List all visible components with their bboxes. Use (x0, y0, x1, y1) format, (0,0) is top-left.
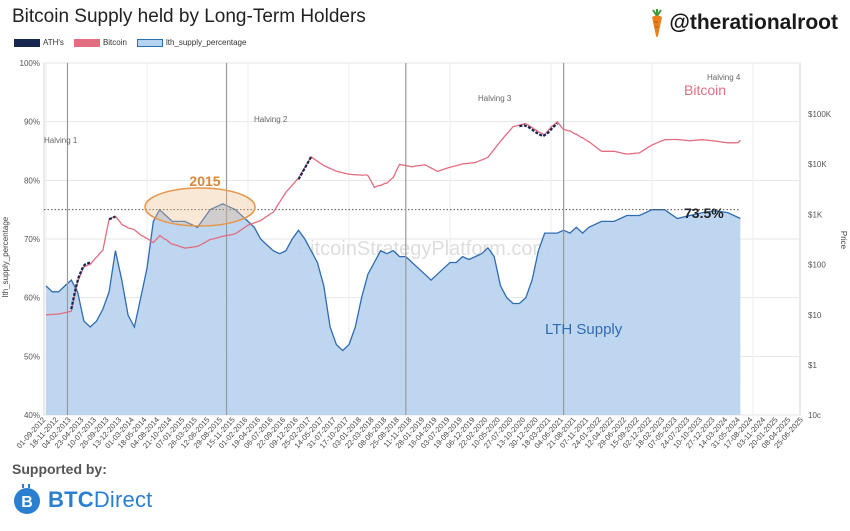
halving-label: Halving 2 (254, 115, 288, 124)
legend-label-bitcoin: Bitcoin (102, 38, 127, 47)
sponsor-logo[interactable]: B BTCDirect (12, 484, 152, 516)
legend: ATH's Bitcoin lth_supply_percentage (14, 38, 246, 47)
svg-text:B: B (21, 494, 33, 511)
halving-label: Halving 4 (707, 73, 741, 82)
y-tick-label: 40% (24, 411, 40, 420)
ath-series (70, 122, 559, 310)
sponsor-name: BTCDirect (48, 487, 152, 513)
area-label: LTH Supply (545, 321, 623, 338)
legend-item-ath[interactable]: ATH's (14, 38, 64, 47)
y2-tick-label: $100K (808, 110, 832, 119)
highlight-label: 2015 (189, 173, 220, 189)
supported-by: Supported by: (12, 461, 107, 477)
x-axis: 01-09-201218-11-201204-02-201323-04-2013… (15, 415, 805, 450)
price-label: Bitcoin (684, 82, 726, 98)
bitcoin-series (45, 120, 741, 316)
y2-tick-label: 10c (808, 411, 821, 420)
author-handle: @therationalroot (649, 8, 838, 38)
y-tick-label: 50% (24, 352, 40, 361)
watermark: BitcoinStrategyPlatform.com (297, 238, 549, 260)
y2-tick-label: $1K (808, 210, 823, 219)
y-tick-label: 80% (24, 176, 40, 185)
lth-line (45, 203, 741, 352)
btcdirect-logo-icon: B (14, 484, 40, 514)
y-axis: 40% 50% 60% 70% 80% 90% 100% (20, 59, 40, 420)
bitcoin-line (45, 120, 741, 316)
legend-swatch-ath (14, 38, 40, 47)
highlight-ellipse (144, 187, 256, 227)
chart: BitcoinStrategyPlatform.com Halving 1Hal… (1, 59, 848, 450)
legend-item-lth[interactable]: lth_supply_percentage (136, 38, 247, 47)
y2-axis: 1c10c$1$10$100$1K$10K$100K (808, 110, 832, 420)
lth-series (44, 203, 741, 415)
chart-title: Bitcoin Supply held by Long-Term Holders (12, 6, 366, 27)
y2-tick-label: $10K (808, 160, 827, 169)
legend-label-ath: ATH's (43, 38, 64, 47)
sponsor-name-rest: Direct (93, 487, 153, 512)
y2-axis-label: Price (839, 231, 848, 250)
end-value-label: 73.5% (684, 205, 724, 221)
y2-tick-label: $10 (808, 311, 822, 320)
y-axis-label: lth_supply_percentage (1, 216, 10, 297)
lth-area (46, 203, 741, 415)
sponsor-name-bold: BTC (48, 487, 94, 512)
carrot-icon (652, 9, 663, 37)
halving-label: Halving 1 (44, 136, 78, 145)
legend-swatch-bitcoin (73, 38, 100, 47)
y-tick-label: 70% (24, 235, 40, 244)
legend-item-bitcoin[interactable]: Bitcoin (73, 38, 127, 47)
ath-segment (519, 122, 559, 138)
legend-swatch-lth (136, 38, 163, 47)
y-tick-label: 90% (24, 118, 40, 127)
ath-segment (70, 261, 91, 310)
halving-label: Halving 3 (478, 94, 512, 103)
y-tick-label: 60% (24, 294, 40, 303)
y2-tick-label: $1 (808, 361, 817, 370)
ath-segment (108, 215, 116, 221)
y2-tick-label: $100 (808, 261, 826, 270)
halving-lines: Halving 1 Halving 2 Halving 3 Halving 4 (44, 63, 741, 415)
legend-label-lth: lth_supply_percentage (165, 38, 247, 47)
y-tick-label: 100% (20, 59, 40, 68)
handle-text: @therationalroot (669, 11, 838, 34)
